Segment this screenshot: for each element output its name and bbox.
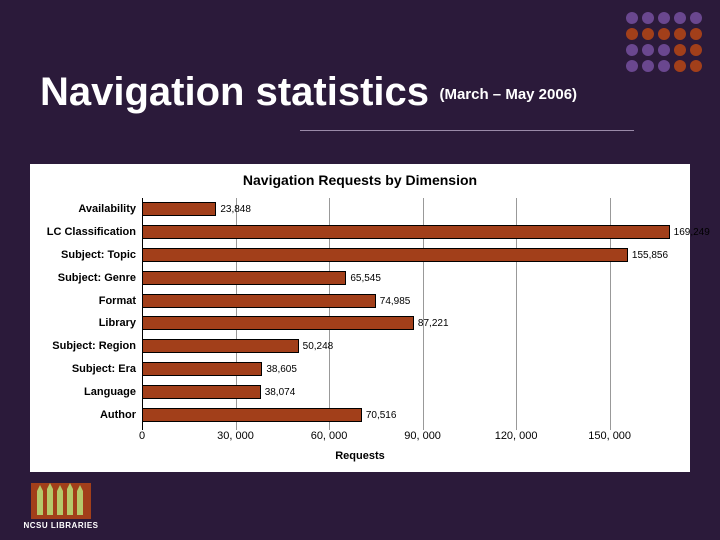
category-label: Subject: Region <box>28 340 136 352</box>
category-label: Subject: Genre <box>28 272 136 284</box>
title-underline <box>300 130 634 131</box>
footer-logo-text: NCSU LIBRARIES <box>16 521 106 530</box>
bar-value-label: 65,545 <box>350 273 381 284</box>
decorative-dot <box>626 28 638 40</box>
plot-area: 23,848169,249155,85665,54574,98587,22150… <box>142 198 672 426</box>
decorative-dot <box>690 28 702 40</box>
category-label: Language <box>28 386 136 398</box>
bar <box>142 248 628 262</box>
category-label: LC Classification <box>28 226 136 238</box>
decorative-dot <box>690 60 702 72</box>
ncsu-libraries-logo-icon <box>31 483 91 519</box>
x-tick-label: 120, 000 <box>495 430 538 442</box>
x-tick-label: 0 <box>139 430 145 442</box>
decorative-dot <box>658 44 670 56</box>
bar-value-label: 155,856 <box>632 250 668 261</box>
decorative-dot <box>642 60 654 72</box>
category-label: Subject: Topic <box>28 249 136 261</box>
x-tick-label: 60, 000 <box>311 430 348 442</box>
category-label: Format <box>28 295 136 307</box>
x-tick-label: 90, 000 <box>404 430 441 442</box>
decorative-dot <box>642 44 654 56</box>
bar <box>142 271 346 285</box>
x-tick-label: 30, 000 <box>217 430 254 442</box>
corner-dot-grid <box>626 12 702 72</box>
decorative-dot <box>690 44 702 56</box>
decorative-dot <box>626 44 638 56</box>
bar <box>142 316 414 330</box>
decorative-dot <box>674 60 686 72</box>
title-block: Navigation statistics (March – May 2006) <box>40 70 577 115</box>
x-tick-label: 150, 000 <box>588 430 631 442</box>
bar <box>142 339 299 353</box>
bar <box>142 385 261 399</box>
decorative-dot <box>626 60 638 72</box>
bar-value-label: 70,516 <box>366 410 397 421</box>
bar <box>142 294 376 308</box>
decorative-dot <box>674 28 686 40</box>
category-label: Author <box>28 409 136 421</box>
chart-title: Navigation Requests by Dimension <box>30 164 690 188</box>
bar-value-label: 169,249 <box>674 227 710 238</box>
bar <box>142 225 670 239</box>
chart-panel: Navigation Requests by Dimension Availab… <box>30 164 690 472</box>
bar <box>142 408 362 422</box>
slide-subtitle: (March – May 2006) <box>439 86 577 103</box>
category-label: Library <box>28 317 136 329</box>
bar <box>142 362 262 376</box>
bar-value-label: 50,248 <box>303 341 334 352</box>
slide: Navigation statistics (March – May 2006)… <box>0 0 720 540</box>
bar-value-label: 38,605 <box>266 364 297 375</box>
bar-value-label: 23,848 <box>220 204 251 215</box>
decorative-dot <box>658 12 670 24</box>
category-label: Subject: Era <box>28 363 136 375</box>
decorative-dot <box>626 12 638 24</box>
decorative-dot <box>658 60 670 72</box>
decorative-dot <box>642 28 654 40</box>
x-axis: 0 30, 000 60, 000 90, 000 120, 000 150, 000 <box>142 426 672 446</box>
slide-title: Navigation statistics <box>40 70 429 114</box>
bar-value-label: 38,074 <box>265 387 296 398</box>
bar-value-label: 74,985 <box>380 296 411 307</box>
decorative-dot <box>674 12 686 24</box>
decorative-dot <box>674 44 686 56</box>
decorative-dot <box>658 28 670 40</box>
decorative-dot <box>690 12 702 24</box>
category-label: Availability <box>28 203 136 215</box>
bar-value-label: 87,221 <box>418 318 449 329</box>
footer-logo: NCSU LIBRARIES <box>16 483 106 530</box>
y-axis-labels: Availability LC Classification Subject: To… <box>30 198 140 426</box>
x-axis-title: Requests <box>30 450 690 462</box>
decorative-dot <box>642 12 654 24</box>
bar <box>142 202 216 216</box>
